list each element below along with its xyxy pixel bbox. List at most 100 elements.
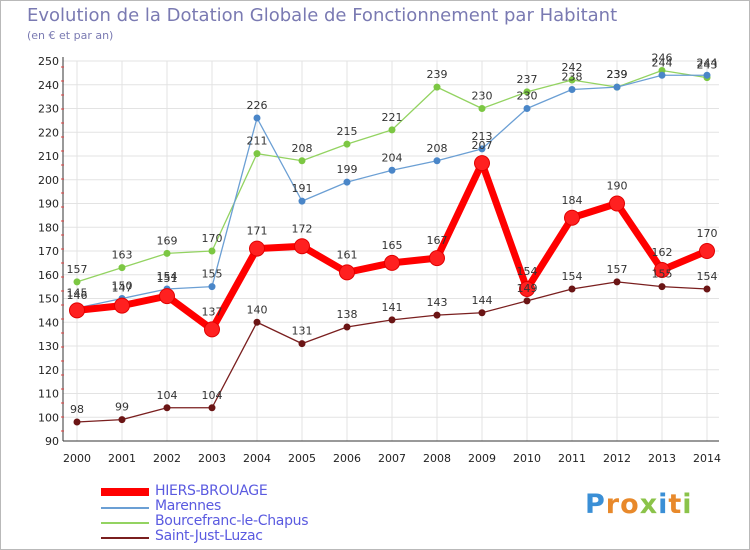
data-label-bourcefranc-le-chapus-2001: 163 xyxy=(112,249,133,262)
point-hiers-brouage-2004 xyxy=(249,240,265,257)
data-label-bourcefranc-le-chapus-2013: 246 xyxy=(652,52,673,65)
y-tick-label-220: 220 xyxy=(38,126,59,139)
point-bourcefranc-le-chapus-2002 xyxy=(163,249,171,257)
point-hiers-brouage-2000 xyxy=(69,302,85,319)
y-tick-label-90: 90 xyxy=(45,435,59,448)
chart-title: Evolution de la Dotation Globale de Fonc… xyxy=(27,5,618,26)
logo-letter: o xyxy=(620,489,640,520)
point-saint-just-luzac-2014 xyxy=(703,285,711,293)
y-tick-label-200: 200 xyxy=(38,174,59,187)
data-label-bourcefranc-le-chapus-2004: 211 xyxy=(247,135,268,148)
point-hiers-brouage-2010 xyxy=(519,281,535,297)
x-tick-label-2000: 2000 xyxy=(63,452,91,465)
legend-label-saint-just-luzac: Saint-Just-Luzac xyxy=(155,528,263,544)
data-label-bourcefranc-le-chapus-2008: 239 xyxy=(427,68,448,81)
point-bourcefranc-le-chapus-2009 xyxy=(478,105,486,112)
x-tick-label-2001: 2001 xyxy=(108,452,136,465)
point-saint-just-luzac-2013 xyxy=(658,283,666,291)
point-hiers-brouage-2003 xyxy=(204,321,220,338)
data-label-saint-just-luzac-2010: 149 xyxy=(517,282,538,295)
point-bourcefranc-le-chapus-2008 xyxy=(433,83,441,91)
data-label-hiers-brouage-2003: 137 xyxy=(202,305,223,318)
point-hiers-brouage-2009 xyxy=(474,155,490,172)
point-marennes-2012 xyxy=(613,83,621,91)
point-saint-just-luzac-2008 xyxy=(433,311,441,319)
point-saint-just-luzac-2012 xyxy=(613,278,621,286)
data-label-bourcefranc-le-chapus-2012: 239 xyxy=(607,68,628,81)
point-hiers-brouage-2013 xyxy=(654,262,670,278)
point-hiers-brouage-2011 xyxy=(564,209,580,226)
data-label-saint-just-luzac-2001: 99 xyxy=(115,401,129,414)
data-label-marennes-2014: 244 xyxy=(697,56,718,69)
point-hiers-brouage-2012 xyxy=(609,195,625,212)
point-bourcefranc-le-chapus-2010 xyxy=(523,88,531,96)
data-label-bourcefranc-le-chapus-2003: 170 xyxy=(202,232,223,245)
point-marennes-2005 xyxy=(298,197,306,205)
data-label-saint-just-luzac-2006: 138 xyxy=(337,308,358,321)
point-marennes-2004 xyxy=(253,114,261,122)
series-layer xyxy=(69,67,715,426)
data-label-marennes-2012: 239 xyxy=(607,68,628,81)
y-axis-ticks: 90 100 110 120 130 140 150 160 170 180 190 200 210 22… xyxy=(38,55,59,448)
x-tick-label-2012: 2012 xyxy=(603,452,631,465)
data-label-bourcefranc-le-chapus-2006: 215 xyxy=(337,125,358,138)
data-labels: 98 99 104 104 140 131 138 141 143 144 149 154 157 155… xyxy=(67,52,718,417)
data-label-marennes-2004: 226 xyxy=(247,99,268,112)
point-saint-just-luzac-2001 xyxy=(118,416,126,424)
data-label-hiers-brouage-2009: 207 xyxy=(472,139,493,152)
point-saint-just-luzac-2009 xyxy=(478,309,486,317)
x-tick-label-2009: 2009 xyxy=(468,452,496,465)
point-saint-just-luzac-2011 xyxy=(568,285,576,293)
legend-swatch-bourcefranc xyxy=(101,522,149,524)
point-bourcefranc-le-chapus-2007 xyxy=(388,126,396,134)
data-label-marennes-2005: 191 xyxy=(292,182,313,195)
data-label-marennes-2006: 199 xyxy=(337,163,358,176)
data-label-marennes-2003: 155 xyxy=(202,268,223,281)
point-marennes-2007 xyxy=(388,166,396,174)
point-hiers-brouage-2014 xyxy=(699,243,715,259)
point-saint-just-luzac-2004 xyxy=(253,318,261,326)
y-tick-label-250: 250 xyxy=(38,55,59,68)
logo-letter: i xyxy=(682,489,693,520)
data-label-saint-just-luzac-2002: 104 xyxy=(157,389,178,402)
logo-letter: x xyxy=(639,489,659,520)
y-tick-label-170: 170 xyxy=(38,245,59,258)
data-label-hiers-brouage-2004: 171 xyxy=(247,225,268,238)
data-label-saint-just-luzac-2008: 143 xyxy=(427,296,448,309)
data-label-marennes-2011: 238 xyxy=(562,71,583,84)
logo-letter: P xyxy=(585,489,606,520)
legend-label-hiers-brouage: HIERS-BROUAGE xyxy=(155,483,268,499)
point-hiers-brouage-2007 xyxy=(384,254,400,271)
data-label-hiers-brouage-2014: 170 xyxy=(697,227,718,240)
x-tick-label-2003: 2003 xyxy=(198,452,226,465)
data-label-marennes-2002: 154 xyxy=(157,270,178,283)
point-bourcefranc-le-chapus-2004 xyxy=(253,150,261,158)
y-tick-label-130: 130 xyxy=(38,340,59,353)
x-tick-label-2008: 2008 xyxy=(423,452,451,465)
chart-subtitle: (en € et par an) xyxy=(27,29,114,42)
y-tick-label-160: 160 xyxy=(38,269,59,282)
data-label-marennes-2000: 146 xyxy=(67,289,88,302)
point-saint-just-luzac-2007 xyxy=(388,316,396,324)
legend-swatch-saint-just-luzac xyxy=(101,537,149,539)
data-label-hiers-brouage-2008: 167 xyxy=(427,234,448,247)
point-bourcefranc-le-chapus-2005 xyxy=(298,157,306,165)
x-tick-label-2007: 2007 xyxy=(378,452,406,465)
point-saint-just-luzac-2002 xyxy=(163,404,171,412)
data-label-saint-just-luzac-2004: 140 xyxy=(247,303,268,316)
point-marennes-2014 xyxy=(703,71,711,79)
point-marennes-2003 xyxy=(208,283,216,291)
data-label-bourcefranc-le-chapus-2011: 242 xyxy=(562,61,583,74)
point-hiers-brouage-2002 xyxy=(159,288,175,305)
x-tick-label-2011: 2011 xyxy=(558,452,586,465)
point-bourcefranc-le-chapus-2006 xyxy=(343,140,351,148)
point-hiers-brouage-2001 xyxy=(114,297,130,314)
data-label-saint-just-luzac-2003: 104 xyxy=(202,389,223,402)
data-label-saint-just-luzac-2005: 131 xyxy=(292,325,313,338)
data-label-saint-just-luzac-2009: 144 xyxy=(472,294,493,307)
data-label-marennes-2010: 230 xyxy=(517,90,538,103)
data-label-bourcefranc-le-chapus-2010: 237 xyxy=(517,73,538,86)
point-marennes-2013 xyxy=(658,71,666,79)
data-label-saint-just-luzac-2011: 154 xyxy=(562,270,583,283)
